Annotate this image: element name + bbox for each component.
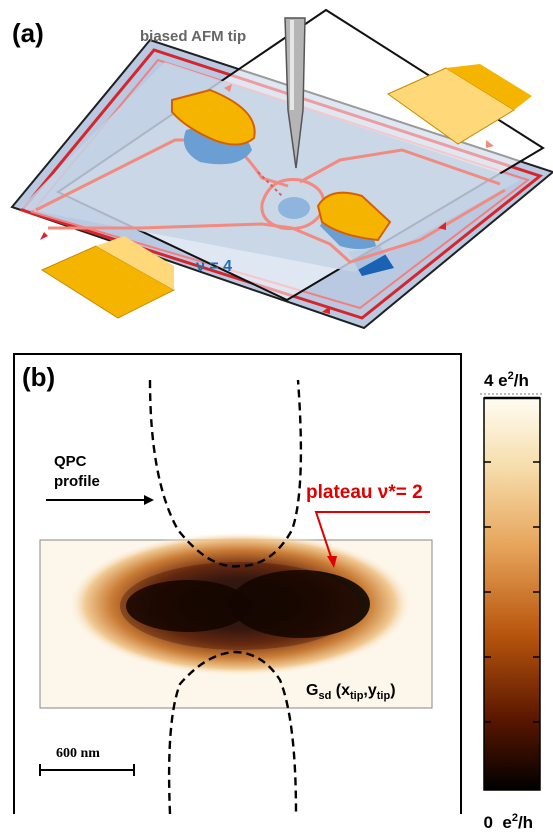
two-deg-area (20, 62, 520, 272)
colorbar-top-unit: /h (513, 371, 529, 390)
colorbar-top-label: 4 e2/h (484, 370, 529, 391)
colorbar-top-value: 4 e (484, 371, 508, 390)
qpc-profile-upper (148, 379, 303, 568)
plateau-pointer (314, 511, 430, 561)
panel-a-schematic (10, 8, 553, 330)
scale-bar-label: 600 nm (56, 746, 100, 761)
arrow-head-4 (438, 222, 446, 230)
edge-channel-lower (48, 188, 506, 264)
colorbar-bottom-unit: /h (517, 813, 534, 832)
arrow-head-2 (486, 140, 494, 148)
conductance-core-left (126, 580, 250, 632)
tip-depletion-spot (278, 197, 310, 219)
split-gate-lower (316, 191, 392, 242)
gsd-sub-sd: sd (318, 690, 332, 702)
split-gate-upper (171, 88, 256, 146)
panel-b-label: (b) (22, 362, 56, 392)
arrow-head-5 (322, 306, 330, 314)
gsd-close: ) (390, 682, 396, 699)
gsd-comma: ,y (363, 682, 377, 699)
ohmic-contact-right-edge (446, 64, 532, 110)
plateau-label: plateau ν*= 2 (306, 482, 423, 503)
panel-b-map (13, 353, 544, 814)
qpc-profile-label: QPC profile (54, 452, 100, 492)
filling-factor-label: ν = 4 (196, 258, 233, 275)
arrow-head-1 (224, 84, 232, 92)
gsd-open: (x (331, 682, 350, 699)
colorbar-top-sup: 2 (507, 370, 514, 382)
panel-a-label: (a) (12, 18, 44, 48)
qpc-label-line1: QPC (54, 453, 87, 470)
afm-tip-highlight (290, 20, 294, 110)
arrow-head-3 (40, 232, 48, 240)
colorbar (483, 397, 541, 791)
ohmic-contact-left-top (96, 236, 174, 290)
plateau-pointer-head (327, 556, 337, 568)
colorbar-bottom-value: 0 e (483, 813, 512, 832)
afm-tip-label: biased AFM tip (140, 28, 247, 45)
gsd-sub-tip-x: tip (349, 690, 364, 702)
conductance-mid-band (120, 562, 360, 650)
qpc-label-line2: profile (54, 473, 100, 490)
qpc-arrow-head (144, 495, 154, 505)
gsd-sub-tip-y: tip (376, 690, 391, 702)
colorbar-ticks (484, 461, 540, 723)
gsd-main: G (306, 682, 319, 699)
qpc-profile-lower (167, 650, 298, 814)
colorbar-bottom-label: 0 e2/h (474, 792, 533, 833)
gsd-label: Gsd (xtip,ytip) (306, 682, 396, 702)
conductance-core-right (230, 570, 370, 638)
